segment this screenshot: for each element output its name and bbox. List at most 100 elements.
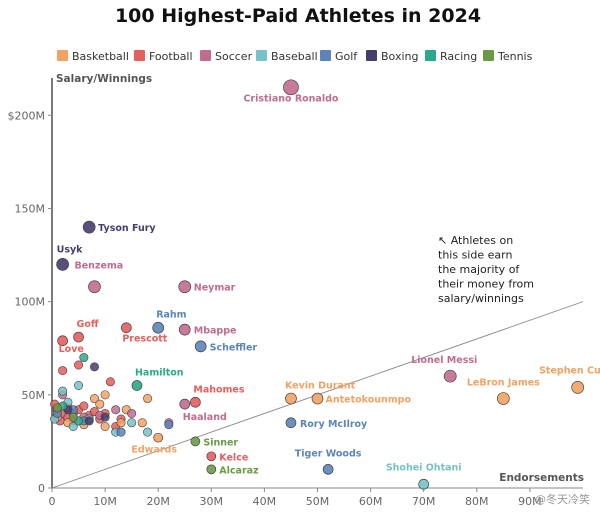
label-rory-mcilroy: Rory McIlroy: [300, 419, 368, 430]
legend-swatch-boxing: [366, 50, 377, 61]
point-mbappe: [178, 323, 191, 336]
x-axis-title: Endorsements: [499, 472, 584, 484]
point-lebron-james: [497, 392, 510, 405]
point-antetokounmpo: [311, 392, 324, 405]
point-sinner: [190, 436, 201, 447]
x-tick-label: 20M: [146, 495, 170, 508]
point-racing: [79, 353, 89, 363]
annotation-line: ↖ Athletes on: [438, 234, 513, 247]
point-baseball: [143, 427, 153, 437]
x-tick-label: 60M: [359, 495, 383, 508]
point-basketball: [100, 421, 110, 431]
legend-swatch-baseball: [256, 50, 267, 61]
point-benzema: [88, 280, 101, 294]
point-boxing: [84, 416, 94, 426]
point-tyson-fury: [82, 220, 96, 234]
point-rahm: [152, 321, 165, 334]
point-tennis: [52, 403, 62, 413]
point-basketball: [95, 399, 105, 409]
point-mahomes: [190, 396, 201, 408]
point-love: [57, 335, 68, 347]
y-tick-label: 0: [38, 482, 45, 495]
label-hamilton: Hamilton: [135, 368, 184, 379]
label-goff: Goff: [77, 319, 99, 330]
point-boxing: [100, 412, 110, 422]
label-alcaraz: Alcaraz: [219, 465, 259, 476]
point-kevin-durant: [285, 392, 297, 405]
point-boxing: [89, 362, 99, 372]
x-tick-label: 0: [49, 495, 56, 508]
label-rahm: Rahm: [156, 310, 186, 321]
point-usyk: [56, 258, 69, 271]
chart-title: 100 Highest-Paid Athletes in 2024: [115, 5, 481, 27]
point-neymar: [178, 280, 192, 294]
point-haaland: [179, 398, 191, 410]
point-cristiano-ronaldo: [283, 79, 299, 96]
point-basketball: [143, 394, 153, 404]
point-golf: [116, 427, 126, 437]
point-tiger-woods: [322, 464, 334, 475]
label-haaland: Haaland: [183, 412, 227, 423]
y-tick-label: 100M: [15, 296, 46, 309]
point-goff: [73, 331, 84, 343]
label-antetokounmpo: Antetokounmpo: [326, 395, 412, 406]
x-tick-label: 50M: [306, 495, 330, 508]
label-scheffler: Scheffler: [210, 342, 258, 353]
point-soccer: [111, 405, 121, 415]
legend-label-basketball: Basketball: [72, 50, 129, 63]
point-football: [74, 360, 84, 370]
point-scheffler: [194, 340, 207, 353]
point-labels: Cristiano Ronaldo Tyson Fury Usyk Benzema Ne…: [57, 93, 600, 476]
label-tiger-woods: Tiger Woods: [295, 448, 362, 459]
point-baseball: [74, 380, 84, 390]
y-axis-title: Salary/Winnings: [56, 73, 152, 85]
x-tick-label: 30M: [200, 495, 224, 508]
legend-label-soccer: Soccer: [215, 50, 253, 63]
point-alcaraz: [206, 464, 217, 475]
legend-swatch-basketball: [57, 50, 68, 61]
label-kevin-durant: Kevin Durant: [285, 381, 356, 392]
x-ticks: 0 10M 20M 30M 40M 50M 60M 70M 80M 90M: [49, 488, 542, 508]
point-baseball: [68, 421, 78, 431]
point-rory-mcilroy: [285, 417, 297, 429]
label-stephen-curry: Stephen Curry: [539, 365, 600, 376]
point-lionel-messi: [443, 369, 457, 383]
point-prescott: [120, 322, 132, 334]
point-basketball: [89, 394, 99, 404]
point-baseball: [127, 418, 137, 428]
label-benzema: Benzema: [74, 261, 123, 272]
legend: Basketball Football Soccer Baseball Golf Boxi…: [57, 50, 533, 63]
legend-swatch-tennis: [483, 50, 494, 61]
legend-label-racing: Racing: [440, 50, 477, 63]
x-tick-label: 80M: [465, 495, 489, 508]
label-love: Love: [59, 344, 84, 355]
point-soccer: [127, 408, 137, 418]
legend-label-football: Football: [149, 50, 193, 63]
y-tick-label: $200M: [8, 109, 46, 122]
legend-label-boxing: Boxing: [381, 50, 418, 63]
legend-label-golf: Golf: [335, 50, 358, 63]
point-basketball: [100, 390, 110, 400]
point-stephen-curry: [571, 381, 585, 394]
point-shohei-ohtani: [418, 478, 430, 490]
label-mahomes: Mahomes: [193, 384, 244, 395]
label-sinner: Sinner: [203, 437, 238, 448]
x-tick-label: 40M: [253, 495, 277, 508]
annotation-line: their money from: [438, 278, 534, 291]
label-usyk: Usyk: [57, 244, 84, 255]
x-tick-label: 90M: [518, 495, 542, 508]
y-tick-label: 50M: [22, 389, 46, 402]
legend-label-tennis: Tennis: [497, 50, 533, 63]
legend-swatch-racing: [425, 50, 436, 61]
legend-swatch-soccer: [200, 50, 211, 61]
label-neymar: Neymar: [194, 283, 236, 294]
label-mbappe: Mbappe: [194, 326, 237, 337]
label-lebron-james: LeBron James: [467, 378, 540, 389]
legend-swatch-football: [134, 50, 145, 61]
annotation-line: the majority of: [438, 263, 520, 276]
label-edwards: Edwards: [131, 445, 177, 456]
point-kelce: [206, 451, 217, 462]
watermark: @冬天冷笑: [535, 492, 590, 506]
